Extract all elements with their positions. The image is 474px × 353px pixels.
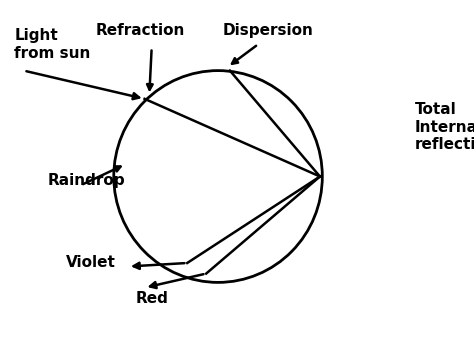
Text: Raindrop: Raindrop	[47, 173, 125, 187]
Text: Dispersion: Dispersion	[222, 23, 313, 38]
Text: Refraction: Refraction	[95, 23, 184, 38]
Text: Red: Red	[135, 291, 168, 306]
Text: Light
from sun: Light from sun	[14, 28, 91, 61]
Text: Total
Internal
reflection: Total Internal reflection	[415, 102, 474, 152]
Text: Violet: Violet	[66, 256, 116, 270]
